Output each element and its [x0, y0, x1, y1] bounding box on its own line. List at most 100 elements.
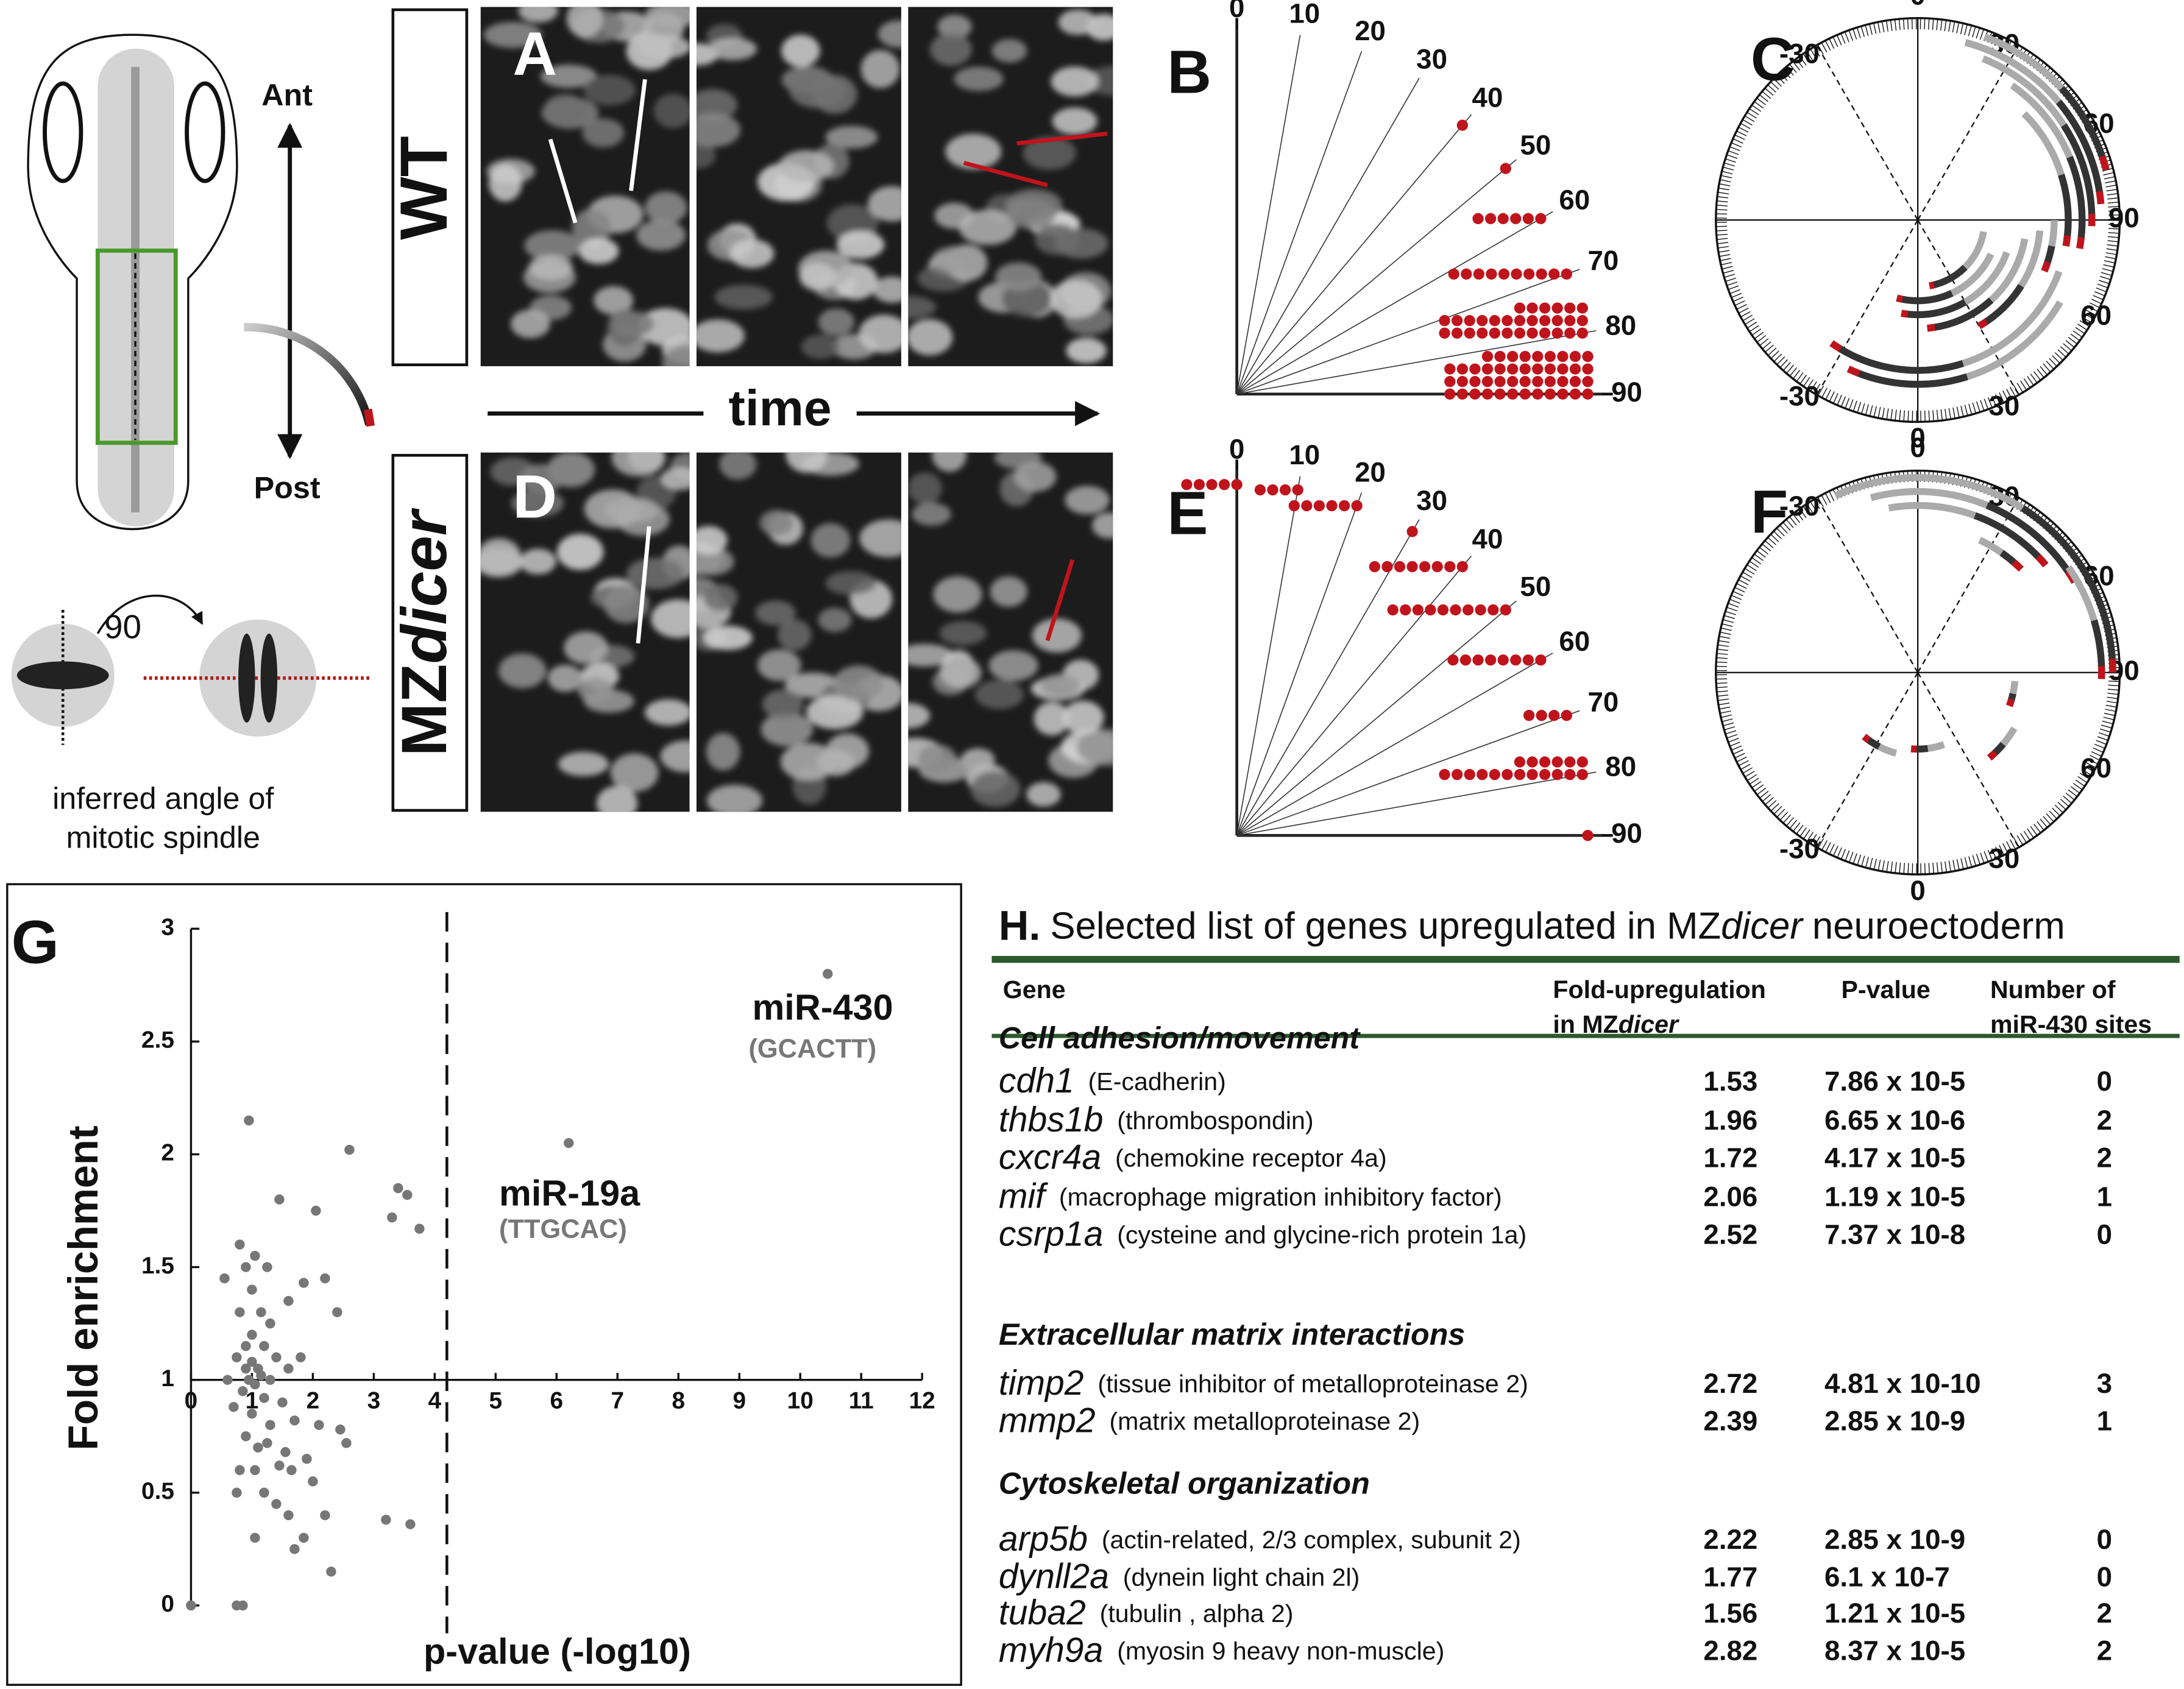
angle-ray	[1236, 771, 1597, 836]
nuclei	[483, 7, 690, 367]
nucleus	[933, 576, 982, 613]
nucleus	[939, 657, 982, 689]
dot	[1481, 350, 1494, 363]
gene-name: cdh1	[999, 1061, 1074, 1100]
trace-arc	[2020, 505, 2116, 673]
x-tick-label: 8	[672, 1388, 685, 1414]
nucleus	[651, 599, 690, 639]
y-tick-label: 1	[161, 1365, 174, 1392]
point	[186, 1600, 196, 1611]
gene-desc: (chemokine receptor 4a)	[1115, 1144, 1387, 1172]
point	[332, 1307, 342, 1317]
nucleus	[789, 72, 845, 108]
nucleus	[975, 679, 1024, 709]
header: Gene	[1003, 976, 1066, 1004]
dot	[1544, 363, 1556, 375]
title-part: Selected list of genes upregulated in MZ	[1050, 905, 1721, 947]
nucleus	[1013, 461, 1057, 492]
dot	[1544, 350, 1556, 363]
dot	[1451, 315, 1463, 327]
sites-cell: 3	[2097, 1368, 2112, 1399]
dot	[1551, 315, 1563, 327]
nucleus	[818, 607, 852, 632]
gene-cell: myh9a (myosin 9 heavy non-muscle)	[999, 1631, 1444, 1670]
trace-end	[1862, 734, 1871, 743]
dial-label: 0	[1910, 0, 1925, 11]
dot	[1387, 604, 1399, 616]
point	[341, 1438, 352, 1448]
dot	[1489, 327, 1500, 339]
dot	[1535, 213, 1547, 224]
dot	[1519, 363, 1531, 375]
nucleus	[873, 276, 901, 303]
header: P-value	[1841, 976, 1930, 1004]
sites-cell: 0	[2097, 1524, 2112, 1555]
gene-cell: timp2 (tissue inhibitor of metalloprotein…	[999, 1364, 1528, 1403]
point	[229, 1401, 239, 1412]
posterior-label: Post	[254, 470, 321, 505]
angle-ray	[1236, 269, 1580, 395]
point	[299, 1532, 309, 1543]
dot	[1487, 604, 1499, 616]
dot-group	[1181, 479, 1243, 490]
dashed-line	[1816, 44, 1919, 221]
dot	[1500, 163, 1511, 174]
nucleus	[610, 753, 659, 792]
angle-ray	[1236, 519, 1420, 836]
nucleus	[696, 89, 737, 121]
dot-group	[1439, 756, 1588, 781]
angle-ray	[1236, 476, 1301, 836]
dot	[1231, 479, 1243, 490]
fold-cell: 1.56	[1703, 1598, 1757, 1629]
nucleus	[578, 677, 614, 703]
dot	[1576, 327, 1588, 339]
trace-end	[2099, 155, 2110, 171]
pvalue-cell: 2.85 x 10-9	[1824, 1524, 1965, 1555]
trace-arc	[1978, 537, 2004, 556]
nucleus	[637, 35, 690, 59]
nucleus	[706, 732, 740, 771]
dot	[1551, 756, 1563, 768]
point	[393, 1183, 403, 1194]
point	[241, 1340, 251, 1351]
fold-cell: 2.82	[1703, 1635, 1757, 1666]
dot	[1425, 604, 1436, 616]
dot	[1544, 388, 1556, 400]
gene-cell: tuba2 (tubulin , alpha 2)	[999, 1593, 1294, 1632]
dot	[1439, 327, 1450, 339]
dot	[1481, 388, 1494, 400]
fold-cell: 2.52	[1703, 1219, 1757, 1250]
point	[280, 1446, 291, 1457]
rotation-label: 90	[104, 607, 141, 645]
gene-desc: (thrombospondin)	[1117, 1107, 1313, 1135]
nucleus	[878, 20, 901, 48]
dot	[1477, 327, 1488, 339]
dot	[1511, 268, 1522, 280]
panel-label: D	[512, 462, 557, 531]
point	[235, 1239, 245, 1250]
y-tick-label: 2.5	[141, 1027, 174, 1053]
dot	[1519, 376, 1531, 388]
annotation-sub: (TTGCAC)	[499, 1214, 627, 1244]
nucleus	[995, 262, 1042, 291]
nucleus	[564, 631, 608, 665]
header: in MZdicer	[1553, 1010, 1679, 1038]
nucleus	[528, 254, 573, 281]
gene-desc: (dynein light chain 2l)	[1123, 1563, 1360, 1591]
point	[241, 1431, 251, 1442]
panel-label: E	[1167, 480, 1208, 548]
nucleus	[1026, 782, 1061, 807]
dot	[1450, 604, 1461, 616]
point	[262, 1438, 272, 1448]
nucleus	[1076, 729, 1113, 766]
nucleus	[660, 740, 690, 773]
point	[289, 1544, 300, 1554]
point	[564, 1138, 574, 1149]
nuclei	[696, 20, 901, 359]
gene-desc: (matrix metalloproteinase 2)	[1109, 1407, 1420, 1435]
point	[241, 1262, 251, 1272]
dot	[1267, 484, 1278, 496]
angle-label: 0	[1229, 433, 1244, 464]
nuclei	[908, 9, 1113, 364]
